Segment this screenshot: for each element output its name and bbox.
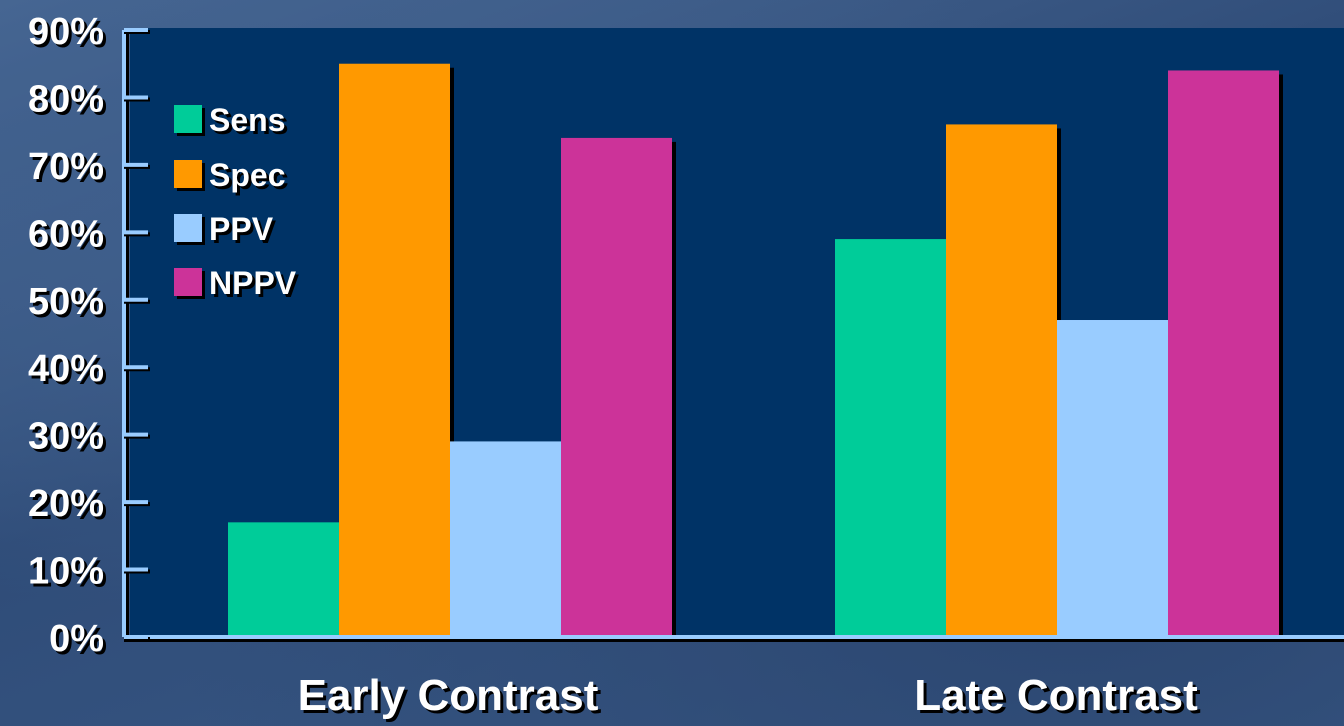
axes-layer xyxy=(122,28,1344,642)
y-tick-label: 70% xyxy=(28,146,104,188)
bar-ppv-early xyxy=(450,441,561,637)
y-tick-label-shadow: 80% xyxy=(31,81,107,123)
y-tick-label-shadow: 40% xyxy=(31,351,107,393)
legend-label-sens-shadow: Sens xyxy=(212,105,288,141)
y-tick-label: 30% xyxy=(28,416,104,458)
y-tick-label: 0% xyxy=(49,618,104,660)
legend-label-nppv-shadow: NPPV xyxy=(212,268,300,304)
y-tick-label: 20% xyxy=(28,483,104,525)
bar-sens-late xyxy=(835,239,946,638)
bar-sens-early xyxy=(228,522,339,637)
legend-label-ppv: PPV xyxy=(209,211,274,247)
y-tick-label-shadow: 50% xyxy=(31,284,107,326)
legend-label-spec-shadow: Spec xyxy=(212,160,288,196)
y-tick-label: 60% xyxy=(28,213,104,255)
y-tick-label-shadow: 60% xyxy=(31,216,107,258)
legend-swatch-spec xyxy=(174,160,202,188)
legend-label-sens: Sens xyxy=(209,102,285,138)
bar-spec-late xyxy=(946,124,1057,637)
y-tick-label: 10% xyxy=(28,551,104,593)
x-category-label-shadow: Early Contrast xyxy=(301,674,602,723)
legend-swatch-nppv xyxy=(174,268,202,296)
y-tick-labels: 0%0%10%10%20%20%30%30%40%40%50%50%60%60%… xyxy=(28,11,107,663)
bar-nppv-early xyxy=(561,137,672,637)
bars-layer xyxy=(228,63,1283,638)
y-tick-label-shadow: 20% xyxy=(31,486,107,528)
x-category-label: Late Contrast xyxy=(914,671,1198,720)
y-tick-label: 90% xyxy=(28,11,104,53)
legend-label-nppv: NPPV xyxy=(209,265,297,301)
y-tick-label-shadow: 70% xyxy=(31,149,107,191)
y-tick-label-shadow: 30% xyxy=(31,419,107,461)
x-category-label: Early Contrast xyxy=(298,671,599,720)
y-tick-label-shadow: 0% xyxy=(52,621,107,663)
y-tick-label-shadow: 10% xyxy=(31,554,107,596)
legend-swatch-sens xyxy=(174,105,202,133)
y-tick-label: 80% xyxy=(28,78,104,120)
bar-ppv-late xyxy=(1057,320,1168,637)
y-tick-label-shadow: 90% xyxy=(31,14,107,56)
x-category-label-shadow: Late Contrast xyxy=(917,674,1201,723)
legend-swatch-ppv xyxy=(174,214,202,242)
legend-label-ppv-shadow: PPV xyxy=(212,214,277,250)
y-tick-label: 50% xyxy=(28,281,104,323)
legend-label-spec: Spec xyxy=(209,157,285,193)
y-tick-label: 40% xyxy=(28,348,104,390)
bar-spec-early xyxy=(339,63,450,637)
bar-nppv-late xyxy=(1168,70,1279,637)
